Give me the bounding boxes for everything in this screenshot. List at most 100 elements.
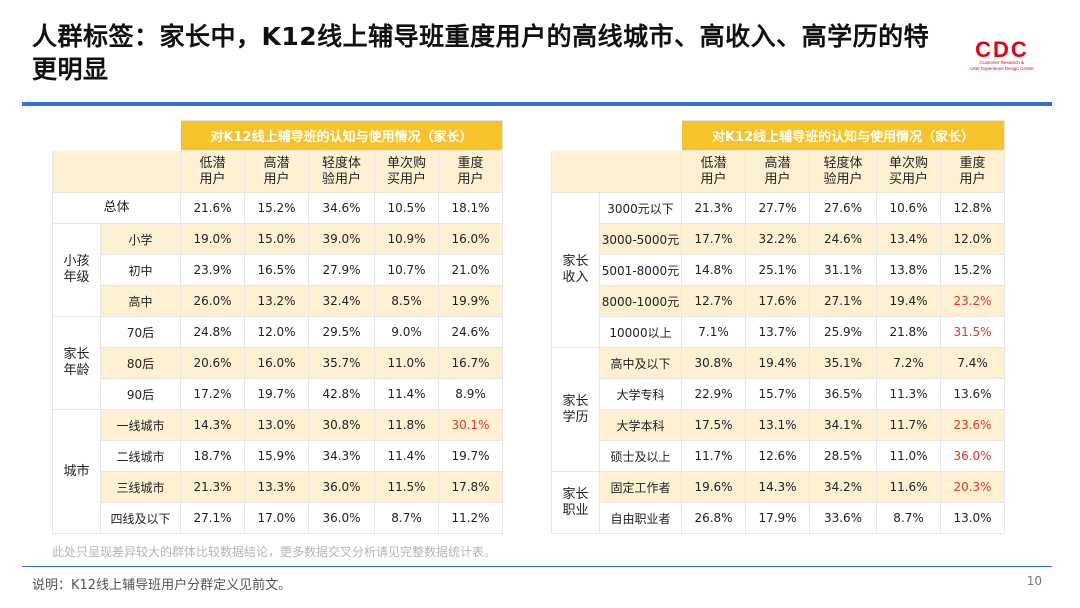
row-label: 70后 — [100, 316, 181, 348]
cell-value: 15.9% — [244, 440, 309, 472]
table-row: 10000以上 7.1% 13.7% 25.9% 21.8% 31.5% — [552, 316, 1006, 348]
table-row: 90后 17.2% 19.7% 42.8% 11.4% 8.9% — [53, 378, 504, 410]
cell-value: 27.7% — [745, 192, 810, 224]
table-row: 家长 年龄 70后 24.8% 12.0% 29.5% 9.0% 24.6% — [52, 316, 504, 410]
cell-value: 24.6% — [437, 316, 504, 348]
cdc-logo: CDC Customer Research & User Experience … — [962, 37, 1042, 74]
cell-value: 11.3% — [876, 378, 941, 410]
row-label: 硕士及以上 — [599, 440, 682, 472]
cell-value: 21.6% — [180, 192, 245, 224]
cell-value: 7.4% — [939, 347, 1006, 379]
table-row: 二线城市 18.7% 15.9% 34.3% 11.4% 19.7% — [53, 440, 504, 472]
table-caption: 对K12线上辅导班的认知与使用情况（家长） — [179, 120, 504, 151]
cell-value: 15.2% — [244, 192, 309, 224]
cell-value: 7.2% — [876, 347, 941, 379]
logo-mark: CDC — [975, 37, 1029, 62]
page-title: 人群标签：家长中，K12线上辅导班重度用户的高线城市、高收入、高学历的特更明显 — [32, 22, 930, 84]
row-label: 3000元以下 — [599, 192, 682, 224]
cell-value: 24.6% — [809, 223, 877, 255]
column-header: 单次购 买用户 — [876, 150, 941, 193]
column-header: 单次购 买用户 — [374, 150, 439, 193]
cell-value: 17.2% — [180, 378, 245, 410]
caption-spacer — [52, 120, 181, 151]
table-row: 初中 23.9% 16.5% 27.9% 10.7% 21.0% — [53, 254, 504, 286]
cell-value: 10.5% — [374, 192, 439, 224]
table-row: 5001-8000元 14.8% 25.1% 31.1% 13.8% 15.2% — [552, 254, 1006, 286]
table-row: 家长 收入 3000元以下 21.3% 27.7% 27.6% 10.6% 12.8% — [551, 192, 1006, 348]
row-label: 高中 — [100, 285, 181, 317]
cell-value: 36.0% — [308, 502, 375, 534]
cell-value: 35.7% — [308, 347, 375, 379]
cell-value: 13.3% — [244, 471, 309, 503]
cell-value: 21.0% — [437, 254, 504, 286]
table-header-row: 低潜 用户 高潜 用户 轻度体 验用户 单次购 买用户 重度 用户 — [551, 150, 1006, 193]
cell-value: 23.6% — [939, 409, 1006, 441]
right-data-table: 对K12线上辅导班的认知与使用情况（家长） 低潜 用户 高潜 用户 轻度体 验用户 单次购 买用… — [551, 120, 1006, 534]
cell-value: 23.2% — [939, 285, 1006, 317]
cell-value: 8.9% — [437, 378, 504, 410]
row-label: 大学本科 — [599, 409, 682, 441]
cell-value: 16.7% — [437, 347, 504, 379]
column-header: 高潜 用户 — [244, 150, 309, 193]
cell-value: 25.1% — [745, 254, 810, 286]
cell-value: 12.7% — [681, 285, 746, 317]
row-label: 三线城市 — [100, 471, 181, 503]
logo-subtitle-2: User Experience Design Center — [970, 65, 1034, 71]
cell-value: 17.5% — [681, 409, 746, 441]
cell-value: 30.8% — [308, 409, 375, 441]
cell-value: 11.4% — [374, 440, 439, 472]
table-row: 四线及以下 27.1% 17.0% 36.0% 8.7% 11.2% — [53, 502, 504, 534]
cell-value: 19.0% — [180, 223, 245, 255]
cell-value: 30.1% — [437, 409, 504, 441]
cell-value: 30.8% — [681, 347, 746, 379]
row-label: 90后 — [100, 378, 181, 410]
table-row: 3000-5000元 17.7% 32.2% 24.6% 13.4% 12.0% — [552, 223, 1006, 255]
cell-value: 32.4% — [308, 285, 375, 317]
row-label: 固定工作者 — [599, 471, 682, 503]
table-row: 大学本科 17.5% 13.1% 34.1% 11.7% 23.6% — [552, 409, 1006, 441]
row-label: 大学专科 — [599, 378, 682, 410]
group-label: 家长 职业 — [551, 471, 600, 534]
cell-value: 17.8% — [437, 471, 504, 503]
cell-value: 17.7% — [681, 223, 746, 255]
cell-value: 25.9% — [809, 316, 877, 348]
cell-value: 27.1% — [180, 502, 245, 534]
cell-value: 31.5% — [939, 316, 1006, 348]
table-row: 硕士及以上 11.7% 12.6% 28.5% 11.0% 36.0% — [552, 440, 1006, 472]
group-label: 家长 学历 — [551, 347, 600, 472]
cell-value: 27.1% — [809, 285, 877, 317]
cell-value: 34.3% — [308, 440, 375, 472]
cell-value: 8.5% — [374, 285, 439, 317]
cell-value: 18.7% — [180, 440, 245, 472]
column-header: 低潜 用户 — [681, 150, 746, 193]
cell-value: 34.1% — [809, 409, 877, 441]
cell-value: 19.9% — [437, 285, 504, 317]
cell-value: 13.7% — [745, 316, 810, 348]
cell-value: 17.9% — [745, 502, 810, 534]
column-header: 重度 用户 — [939, 150, 1006, 193]
table-row: 80后 20.6% 16.0% 35.7% 11.0% 16.7% — [53, 347, 504, 379]
cell-value: 13.0% — [244, 409, 309, 441]
cell-value: 26.8% — [681, 502, 746, 534]
cell-value: 20.3% — [939, 471, 1006, 503]
header-spacer — [52, 150, 181, 193]
cell-value: 19.7% — [437, 440, 504, 472]
row-label: 小学 — [100, 223, 181, 255]
cell-value: 19.4% — [745, 347, 810, 379]
column-header: 轻度体 验用户 — [809, 150, 877, 193]
table-row: 自由职业者 26.8% 17.9% 33.6% 8.7% 13.0% — [552, 502, 1006, 534]
cell-value: 31.1% — [809, 254, 877, 286]
cell-value: 11.5% — [374, 471, 439, 503]
cell-value: 35.1% — [809, 347, 877, 379]
column-header: 重度 用户 — [437, 150, 504, 193]
cell-value: 13.4% — [876, 223, 941, 255]
cell-value: 21.8% — [876, 316, 941, 348]
cell-value: 11.6% — [876, 471, 941, 503]
cell-value: 10.7% — [374, 254, 439, 286]
cell-value: 18.1% — [437, 192, 504, 224]
cell-value: 10.9% — [374, 223, 439, 255]
header-spacer — [551, 150, 682, 193]
column-header: 低潜 用户 — [180, 150, 245, 193]
cell-value: 15.2% — [939, 254, 1006, 286]
cell-value: 22.9% — [681, 378, 746, 410]
